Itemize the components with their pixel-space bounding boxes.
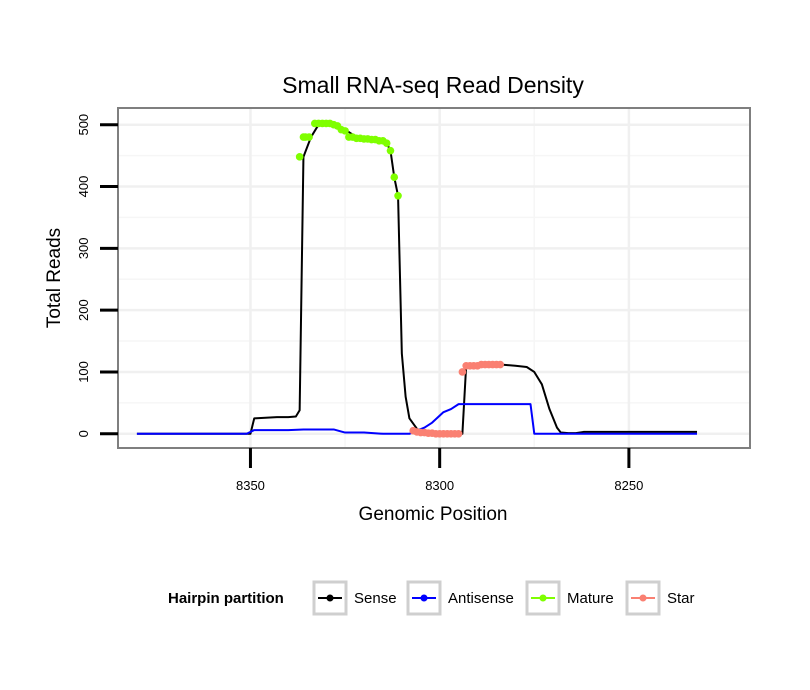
legend-item-mature: Mature [525, 580, 614, 616]
data-point-mature [305, 133, 313, 141]
x-tick-label: 8250 [614, 478, 643, 493]
plot-panel [117, 107, 751, 449]
y-tick-label: 500 [76, 114, 91, 136]
data-point-mature [341, 127, 349, 135]
legend-label-mature: Mature [567, 590, 614, 607]
legend-item-antisense: Antisense [406, 580, 514, 616]
legend-key-point [639, 594, 647, 602]
legend-key-point [326, 594, 334, 602]
plot-background [118, 108, 750, 448]
chart-title: Small RNA-seq Read Density [282, 72, 584, 98]
legend-label-antisense: Antisense [448, 590, 514, 607]
legend: Hairpin partition Sense Antisense Mature… [168, 580, 695, 616]
y-tick-label: 200 [76, 299, 91, 321]
data-point-star [496, 360, 505, 369]
y-tick-label: 100 [76, 361, 91, 383]
data-point-mature [382, 139, 391, 148]
y-axis-title: Total Reads [44, 228, 65, 328]
y-tick-label: 0 [76, 430, 91, 437]
legend-label-sense: Sense [354, 590, 397, 607]
y-tick-label: 400 [76, 176, 91, 198]
y-axis: 0 100 200 300 400 500 [76, 114, 118, 437]
x-axis-title: Genomic Position [359, 504, 508, 525]
series-points [295, 119, 505, 438]
legend-key-point [420, 594, 428, 602]
x-tick-label: 8300 [425, 478, 454, 493]
x-tick-label: 8350 [236, 478, 265, 493]
series-line-antisense [136, 403, 698, 435]
legend-item-sense: Sense [312, 580, 397, 616]
series-lines [136, 122, 698, 435]
plot-border [117, 107, 751, 449]
legend-key-point [539, 594, 547, 602]
data-point-mature [390, 173, 399, 182]
data-point-mature [394, 191, 402, 200]
grid-lines [118, 108, 750, 448]
data-point-star [458, 368, 467, 376]
y-tick-label: 300 [76, 237, 91, 259]
legend-item-star: Star [625, 580, 695, 616]
legend-label-star: Star [667, 590, 695, 607]
data-point-star [454, 429, 463, 438]
data-point-mature [386, 146, 395, 155]
data-point-mature [295, 153, 304, 161]
series-line-sense [136, 122, 698, 435]
legend-title: Hairpin partition [168, 590, 284, 607]
x-axis: 8350 8300 8250 [236, 448, 643, 493]
